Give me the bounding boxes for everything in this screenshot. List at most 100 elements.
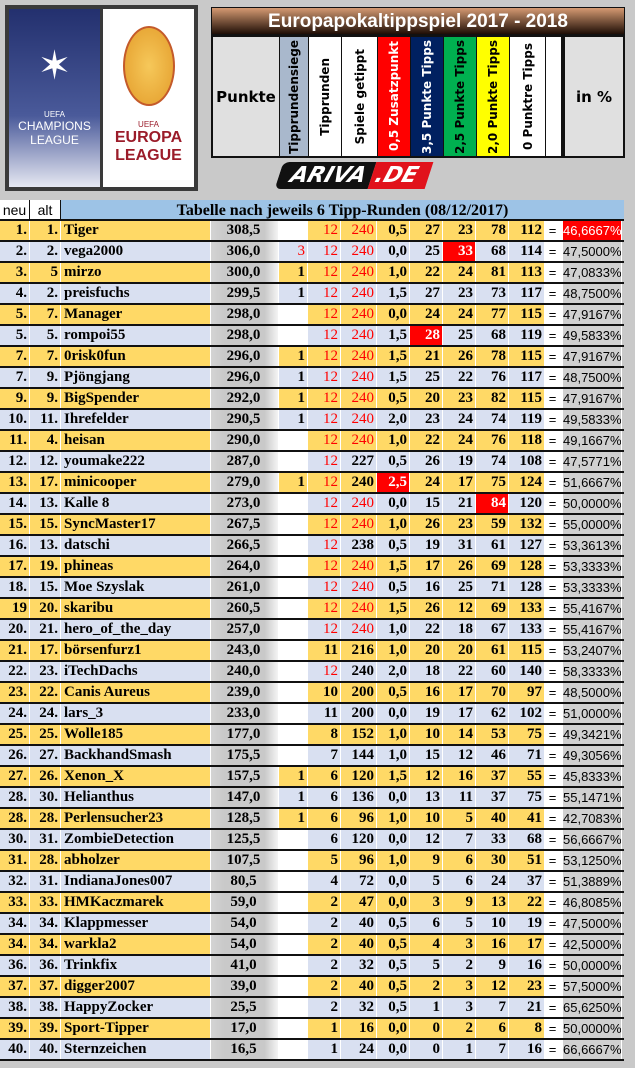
rank-new: 9. [0,389,30,408]
tips-0: 118 [509,431,545,450]
tips-2-0: 37 [476,788,509,807]
tips-0: 133 [509,599,545,618]
player-name: Trinkfix [61,956,211,975]
percent: 46,8085% [563,893,622,912]
rank-new: 32. [0,872,30,891]
equals: = [545,746,563,765]
equals: = [545,893,563,912]
rank-old: 1. [30,221,61,240]
equals: = [545,284,563,303]
points: 17,0 [211,1019,279,1038]
round-wins [279,515,308,534]
table-row: 5. 7. Manager 298,0 12 240 0,0 24 24 77 115 = 47,916… [0,305,624,326]
tips-0: 97 [509,683,545,702]
rank-new: 40. [0,1040,30,1059]
rounds: 12 [308,473,341,492]
percent: 65,6250% [563,998,622,1017]
percent: 47,9167% [563,389,622,408]
tips-0: 55 [509,767,545,786]
points: 296,0 [211,347,279,366]
rounds: 11 [308,704,341,723]
table-row: 4. 2. preisfuchs 299,5 1 12 240 1,5 27 23 73 117 = 48… [0,284,624,305]
percent: 51,6667% [563,473,622,492]
equals: = [545,494,563,513]
percent: 48,5000% [563,683,622,702]
rounds: 6 [308,809,341,828]
tips-0: 8 [509,1019,545,1038]
player-name: ZombieDetection [61,830,211,849]
tips-0: 23 [509,977,545,996]
tips-3-5: 0 [410,1040,443,1059]
games-tipped: 216 [341,641,377,660]
table-row: 15. 15. SyncMaster17 267,5 12 240 1,0 26 23 59 132… [0,515,624,536]
rank-new: 16. [0,536,30,555]
tips-2-0: 6 [476,1019,509,1038]
tips-2-0: 53 [476,725,509,744]
games-tipped: 32 [341,998,377,1017]
table-row: 2. 2. vega2000 306,0 3 12 240 0,0 25 33 68 114 = 47,5… [0,242,624,263]
rounds: 12 [308,263,341,282]
tips-2-0: 74 [476,410,509,429]
player-name: Moe Szyslak [61,578,211,597]
tips-3-5: 26 [410,452,443,471]
rounds: 12 [308,620,341,639]
tips-2-5: 3 [443,977,476,996]
round-wins [279,221,308,240]
games-tipped: 96 [341,851,377,870]
rounds: 12 [308,221,341,240]
table-row: 11. 4. heisan 290,0 12 240 1,0 22 24 76 118 = 49,166… [0,431,624,452]
table-row: 31. 28. abholzer 107,5 5 96 1,0 9 6 30 51 = 53,1250% [0,851,624,872]
tips-0: 68 [509,830,545,849]
round-wins [279,872,308,891]
tips-3-5: 1 [410,998,443,1017]
player-name: SyncMaster17 [61,515,211,534]
player-name: Tiger [61,221,211,240]
games-tipped: 227 [341,452,377,471]
tips-3-5: 28 [410,326,443,345]
round-wins [279,683,308,702]
rounds: 12 [308,599,341,618]
bonus-points: 0,5 [377,452,410,471]
round-wins [279,578,308,597]
points: 39,0 [211,977,279,996]
table-row: 19 20. skaribu 260,5 12 240 1,5 26 12 69 133 = 55,41… [0,599,624,620]
games-tipped: 240 [341,620,377,639]
player-name: Kalle 8 [61,494,211,513]
rank-old: 25. [30,725,61,744]
tips-3-5: 27 [410,221,443,240]
percent: 51,0000% [563,704,622,723]
table-row: 23. 22. Canis Aureus 239,0 10 200 0,5 16 17 70 97 =… [0,683,624,704]
rank-new: 25. [0,725,30,744]
round-wins [279,851,308,870]
tips-3-5: 10 [410,725,443,744]
points: 16,5 [211,1040,279,1059]
equals: = [545,221,563,240]
rank-new: 17. [0,557,30,576]
rank-new: 38. [0,998,30,1017]
rounds: 12 [308,347,341,366]
bonus-points: 1,5 [377,557,410,576]
rank-old: 2. [30,242,61,261]
tips-2-0: 78 [476,347,509,366]
round-wins: 1 [279,410,308,429]
rank-old: 7. [30,347,61,366]
player-name: Perlensucher23 [61,809,211,828]
percent: 55,1471% [563,788,622,807]
player-name: mirzo [61,263,211,282]
tips-2-0: 16 [476,935,509,954]
table-row: 33. 33. HMKaczmarek 59,0 2 47 0,0 3 9 13 22 = 46,808… [0,893,624,914]
round-wins: 1 [279,347,308,366]
bonus-points: 0,5 [377,389,410,408]
tips-2-0: 75 [476,473,509,492]
equals: = [545,536,563,555]
round-wins [279,830,308,849]
header-2-0-punkte: 2,0 Punkte Tipps [477,37,510,156]
round-wins [279,1040,308,1059]
table-row: 39. 39. Sport-Tipper 17,0 1 16 0,0 0 2 6 8 = 50,0000… [0,1019,624,1040]
rounds: 12 [308,305,341,324]
rank-old: 26. [30,767,61,786]
rank-old: 11. [30,410,61,429]
points: 54,0 [211,914,279,933]
round-wins [279,305,308,324]
rank-new: 33. [0,893,30,912]
